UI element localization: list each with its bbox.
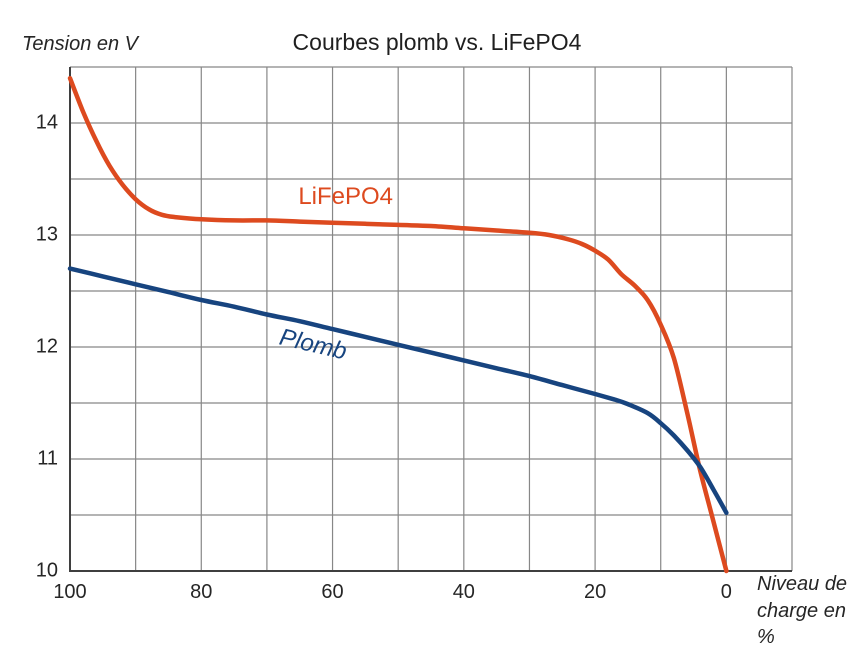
x-tick-label: 20: [583, 581, 607, 603]
x-axis-title-line1: Niveau de: [757, 573, 848, 595]
y-tick-label: 13: [35, 223, 58, 246]
x-tick-label: 60: [321, 581, 344, 603]
y-tick-label: 12: [35, 335, 58, 358]
x-tick-label: 80: [190, 581, 213, 603]
x-axis-title-line2: charge en %: [757, 599, 846, 648]
y-tick-label: 11: [37, 447, 58, 470]
x-axis-title: Niveau de charge en %: [757, 571, 860, 648]
x-tick-label: 0: [720, 581, 732, 603]
x-tick-label: 40: [452, 581, 475, 603]
y-tick-label: 14: [35, 111, 58, 134]
chart-title: Courbes plomb vs. LiFePO4: [292, 29, 582, 55]
x-tick-label: 100: [53, 581, 87, 603]
lifepo4-curve-label: LiFePO4: [298, 182, 394, 210]
plomb-curve: [67, 266, 729, 516]
lifepo4-curve: [67, 75, 729, 574]
y-tick-label: 10: [35, 559, 58, 582]
y-axis-title: Tension en V: [22, 33, 139, 55]
